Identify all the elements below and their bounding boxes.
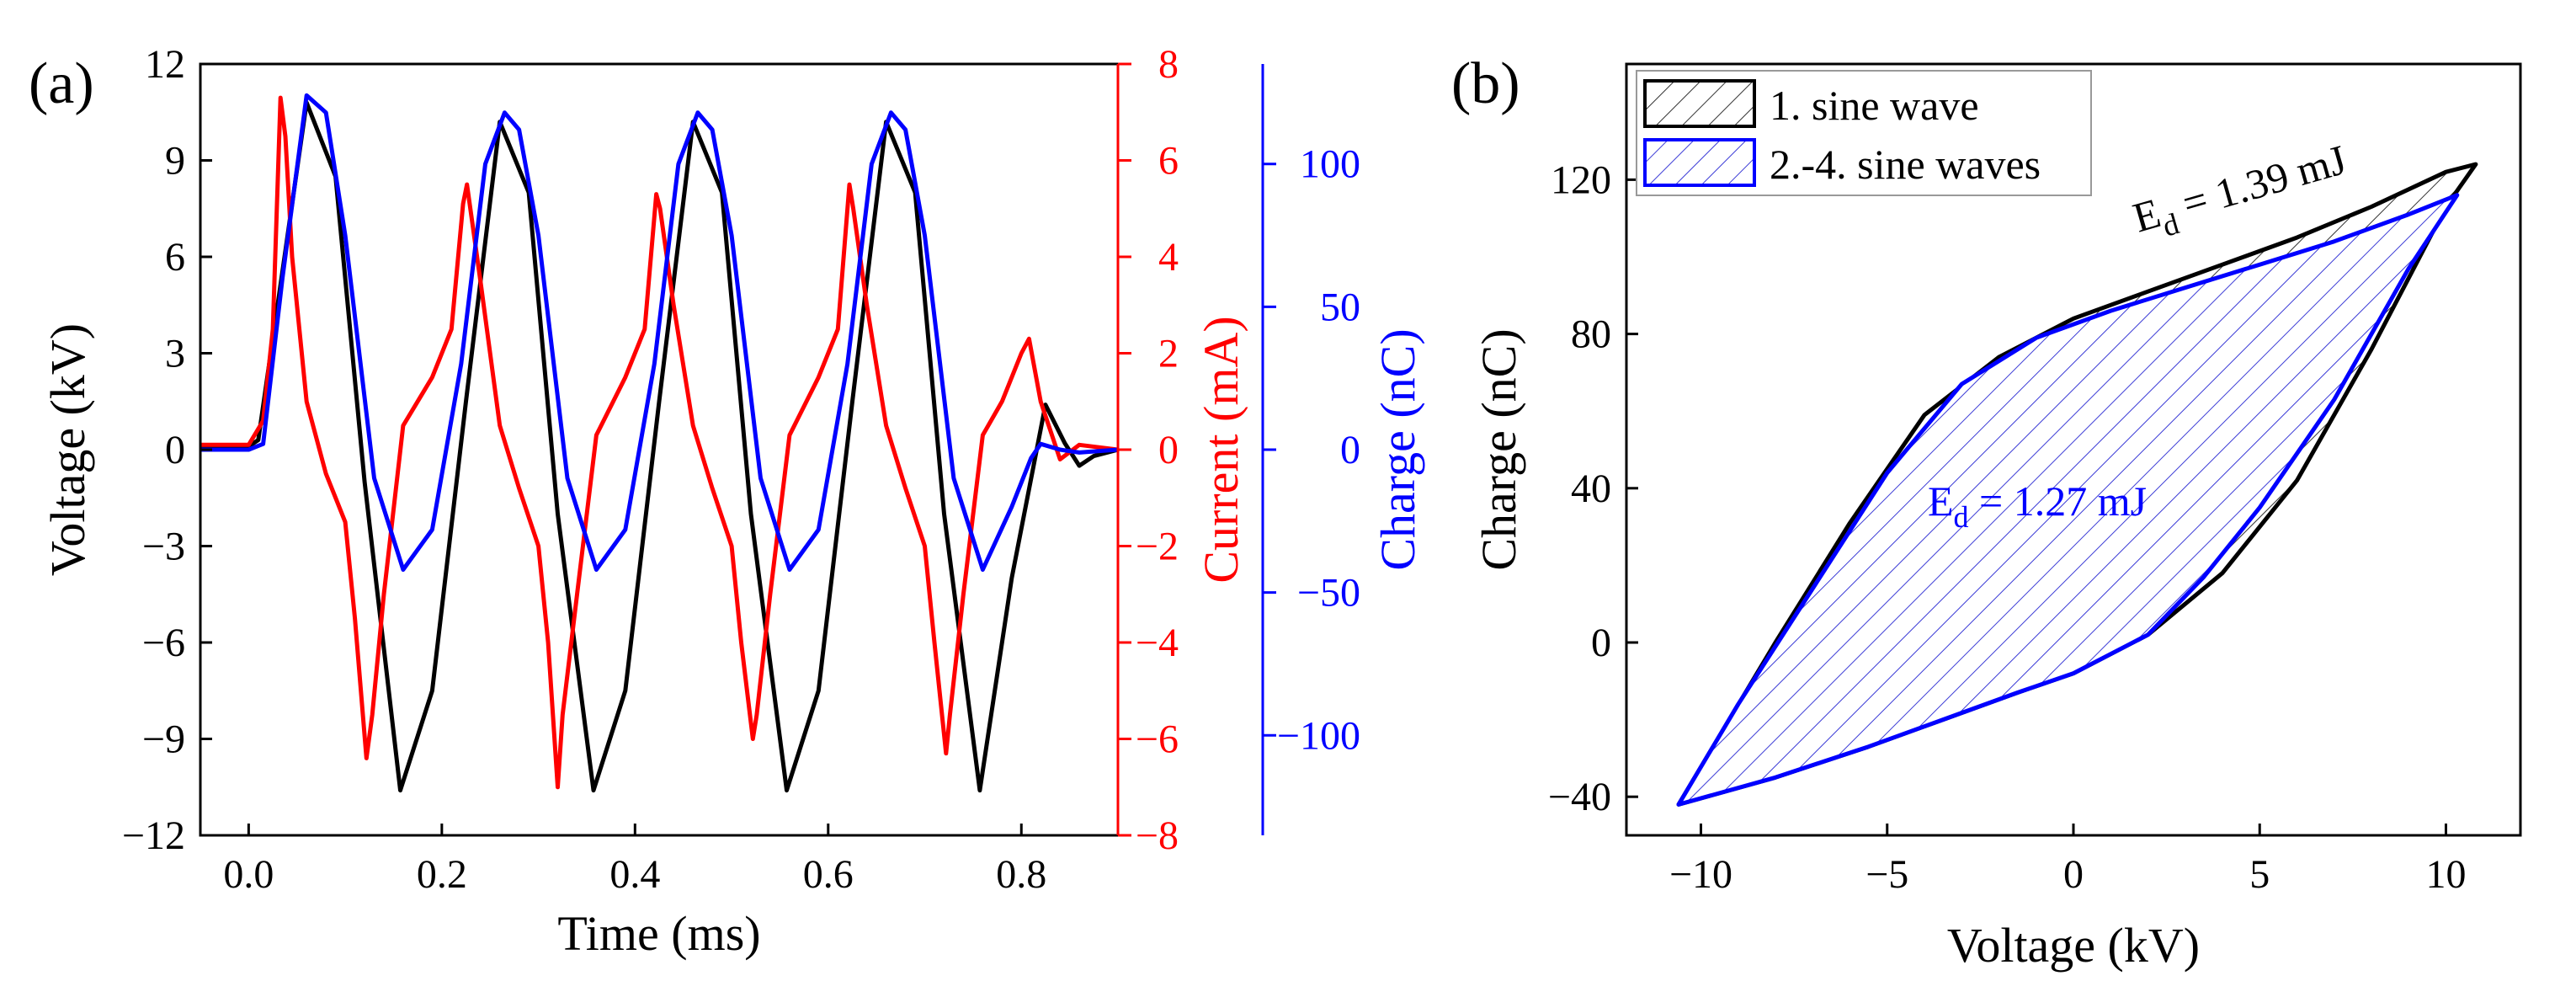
- voltage-tick-label: 6: [165, 235, 185, 280]
- current-tick-label: 8: [1158, 42, 1179, 87]
- annotation-ed-rest-sub: d: [1954, 500, 1969, 534]
- annotation-ed-rest-e: E: [1928, 477, 1954, 525]
- x-tick-label: 0.2: [417, 852, 467, 897]
- voltage-tick-label: 0: [165, 428, 185, 472]
- current-tick-label: 4: [1158, 235, 1179, 280]
- x-tick-label: 0.8: [996, 852, 1046, 897]
- panel-a-chart: (a) 0.0 0.2 0.4 0.6 0.8 −12 −9 −6 −3 0 3 6 9 12 −8 −6…: [29, 42, 1425, 961]
- charge-tick-label: 100: [1300, 142, 1360, 187]
- x-tick-label: 0: [2063, 852, 2084, 897]
- voltage-tick-label: 12: [145, 42, 185, 87]
- x-tick-label: 0.0: [223, 852, 274, 897]
- voltage-tick-label: 9: [165, 139, 185, 184]
- current-tick-label: −4: [1136, 621, 1179, 665]
- x-tick-label: −10: [1669, 852, 1732, 897]
- voltage-tick-label: 3: [165, 332, 185, 376]
- loop-2-series: [1676, 193, 2460, 807]
- panel-a-x-ticks: 0.0 0.2 0.4 0.6 0.8: [223, 824, 1046, 897]
- current-axis-label: Current (mA): [1194, 316, 1248, 583]
- y-tick-label: 0: [1591, 621, 1611, 665]
- charge-tick-label: 50: [1320, 285, 1360, 329]
- legend-label-2: 2.-4. sine waves: [1770, 141, 2041, 188]
- charge-tick-label: 0: [1340, 428, 1360, 472]
- voltage-tick-label: −6: [142, 621, 185, 665]
- y-tick-label: 120: [1551, 157, 1611, 202]
- legend: 1. sine wave 2.-4. sine waves: [1636, 70, 2092, 196]
- x-tick-label: 0.4: [609, 852, 660, 897]
- panel-b-label: (b): [1451, 51, 1520, 116]
- series-current-line: [200, 95, 1118, 790]
- panel-b-series: [1676, 162, 2478, 807]
- panel-a-voltage-ticks: −12 −9 −6 −3 0 3 6 9 12: [122, 42, 212, 858]
- annotation-ed-rest: Ed = 1.27 mJ: [1928, 477, 2147, 534]
- legend-swatch-2: [1643, 138, 1756, 187]
- panel-a-current-ticks: −8 −6 −4 −2 0 2 4 6 8: [1118, 42, 1179, 858]
- series-voltage-line: [200, 100, 1118, 793]
- voltage-tick-label: −3: [142, 525, 185, 569]
- y-tick-label: 80: [1571, 312, 1611, 357]
- x-tick-label: −5: [1865, 852, 1908, 897]
- charge-tick-label: −50: [1297, 571, 1360, 616]
- current-tick-label: 6: [1158, 139, 1179, 184]
- panel-a-x-label: Time (ms): [557, 906, 760, 961]
- legend-swatch-1: [1643, 79, 1756, 128]
- current-tick-label: −6: [1136, 717, 1179, 762]
- x-tick-label: 0.6: [803, 852, 854, 897]
- annotation-ed-first-value: = 1.39 mJ: [2167, 136, 2351, 230]
- voltage-axis-label: Voltage (kV): [40, 323, 95, 576]
- panel-b-x-label: Voltage (kV): [1947, 918, 2200, 973]
- x-tick-label: 5: [2249, 852, 2270, 897]
- annotation-ed-rest-value: = 1.27 mJ: [1969, 477, 2148, 525]
- panel-b-chart: (b) −10 −5 0 5 10 −40 0 40 80 120 Voltage (kV) C…: [1451, 51, 2522, 973]
- voltage-tick-label: −12: [122, 813, 185, 858]
- legend-label-1: 1. sine wave: [1770, 82, 1979, 129]
- panel-a-charge-ticks: −100 −50 0 50 100: [1263, 142, 1360, 758]
- current-tick-label: 0: [1158, 428, 1179, 472]
- charge-axis-label: Charge (nC): [1370, 328, 1425, 570]
- panel-a-label: (a): [29, 51, 94, 116]
- y-tick-label: 40: [1571, 467, 1611, 511]
- panel-b-x-ticks: −10 −5 0 5 10: [1669, 824, 2467, 897]
- series-charge-line: [200, 93, 1118, 572]
- current-tick-label: −8: [1136, 813, 1179, 858]
- panel-b-y-ticks: −40 0 40 80 120: [1548, 157, 1638, 819]
- y-tick-label: −40: [1548, 775, 1611, 819]
- current-tick-label: 2: [1158, 332, 1179, 376]
- panel-a-series: [200, 93, 1118, 793]
- panel-b-y-label: Charge (nC): [1472, 328, 1526, 570]
- current-tick-label: −2: [1136, 525, 1179, 569]
- x-tick-label: 10: [2426, 852, 2467, 897]
- voltage-tick-label: −9: [142, 717, 185, 762]
- charge-tick-label: −100: [1277, 713, 1360, 758]
